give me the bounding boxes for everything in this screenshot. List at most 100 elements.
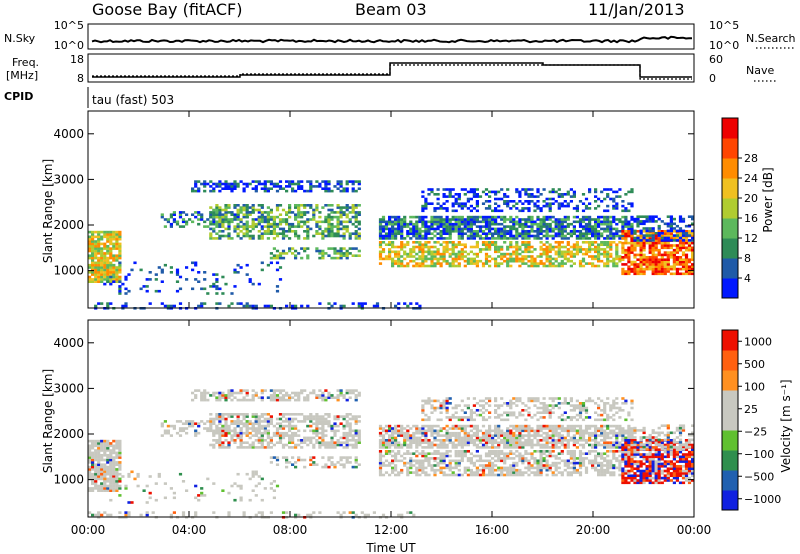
echo-cell (269, 439, 273, 442)
echo-cell (100, 268, 104, 272)
echo-cell (484, 252, 489, 256)
echo-cell (227, 304, 231, 308)
echo-cell (212, 422, 216, 425)
echo-cell (197, 304, 201, 308)
echo-cell (203, 394, 207, 397)
echo-cell (275, 484, 280, 488)
echo-cell (488, 230, 492, 233)
echo-cell (430, 237, 434, 240)
echo-cell (218, 213, 222, 216)
echo-cell (297, 213, 301, 216)
echo-cell (333, 441, 337, 444)
echo-cell (424, 473, 428, 477)
echo-cell (278, 204, 283, 207)
echo-cell (384, 452, 389, 455)
echo-cell (336, 429, 340, 433)
echo-cell (484, 241, 489, 244)
echo-cell (227, 389, 231, 392)
echo-cell (660, 239, 664, 242)
echo-cell (178, 275, 183, 279)
echo-cell (272, 220, 276, 224)
echo-cell (221, 225, 225, 228)
echo-cell (318, 431, 322, 435)
echo-cell (275, 429, 280, 433)
echo-cell (451, 431, 455, 435)
echo-cell (260, 215, 264, 219)
echo-cell (439, 225, 443, 228)
echo-cell (612, 204, 616, 208)
echo-cell (563, 218, 567, 221)
echo-cell (172, 220, 176, 224)
echo-cell (554, 222, 558, 226)
echo-cell (91, 468, 95, 471)
echo-cell (691, 229, 695, 233)
echo-cell (357, 204, 361, 207)
echo-cell (300, 185, 304, 188)
echo-cell (245, 472, 249, 476)
echo-cell (463, 454, 467, 458)
echo-cell (251, 234, 255, 238)
echo-cell (494, 250, 498, 254)
echo-cell (118, 242, 122, 246)
echo-cell (412, 424, 416, 428)
echo-cell (424, 234, 428, 238)
echo-cell (345, 208, 349, 212)
echo-cell (227, 234, 231, 238)
echo-cell (254, 189, 258, 193)
echo-cell (315, 396, 319, 399)
echo-cell (263, 185, 267, 188)
echo-cell (351, 222, 355, 226)
echo-cell (333, 422, 337, 425)
echo-cell (88, 275, 92, 279)
echo-cell (318, 232, 322, 235)
echo-cell (245, 185, 249, 188)
echo-cell (415, 468, 419, 472)
echo-cell (666, 260, 670, 264)
echo-cell (436, 431, 440, 435)
echo-cell (542, 431, 546, 435)
echo-cell (439, 232, 443, 235)
echo-cell (463, 427, 467, 430)
echo-cell (324, 413, 328, 416)
echo-cell (221, 413, 225, 416)
echo-cell (391, 441, 395, 444)
echo-cell (657, 251, 661, 254)
echo-cell (315, 230, 319, 233)
echo-cell (609, 436, 613, 440)
echo-cell (175, 273, 180, 276)
echo-cell (294, 427, 298, 430)
echo-cell (191, 220, 195, 224)
echo-cell (472, 232, 476, 235)
echo-cell (391, 259, 395, 263)
echo-cell (509, 230, 513, 233)
echo-cell (566, 193, 570, 196)
echo-cell (100, 472, 104, 476)
echo-cell (630, 260, 634, 264)
echo-cell (494, 222, 498, 226)
echo-cell (666, 241, 670, 245)
echo-cell (539, 259, 543, 263)
echo-cell (321, 434, 325, 437)
echo-cell (509, 227, 513, 231)
echo-cell (215, 285, 219, 288)
echo-cell (297, 215, 301, 219)
echo-cell (521, 257, 525, 261)
echo-cell (533, 262, 537, 265)
echo-cell (469, 471, 473, 474)
echo-cell (681, 258, 686, 261)
echo-cell (257, 427, 261, 430)
echo-cell (433, 250, 437, 254)
echo-cell (448, 436, 452, 440)
echo-cell (342, 417, 346, 421)
echo-cell (503, 193, 507, 196)
echo-cell (221, 427, 225, 430)
echo-cell (663, 241, 667, 245)
echo-cell (648, 260, 652, 264)
echo-cell (318, 256, 322, 260)
echo-cell (536, 439, 540, 442)
echo-cell (339, 189, 343, 193)
echo-cell (678, 267, 683, 271)
echo-cell (106, 273, 110, 276)
echo-cell (639, 229, 643, 233)
colorbar-tick-label: 12 (744, 232, 758, 245)
